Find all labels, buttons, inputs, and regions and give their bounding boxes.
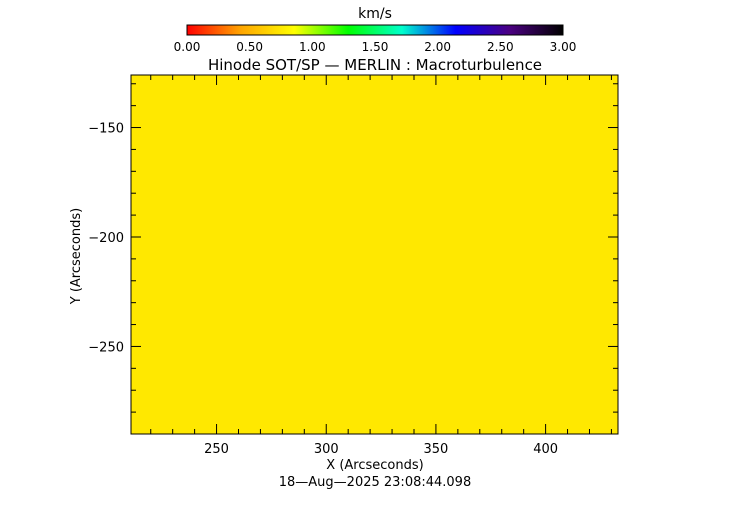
timestamp: 18—Aug—2025 23:08:44.098 [279, 475, 471, 490]
axis-ticks: 250 300 350 400 −150 −200 −250 [88, 75, 618, 457]
colorbar-unit-label: km/s [358, 6, 392, 22]
x-tick-label: 300 [314, 442, 339, 457]
y-tick-label: −150 [88, 122, 124, 137]
y-tick-label: −250 [88, 340, 124, 355]
x-tick-label: 400 [533, 442, 558, 457]
heatmap-field [131, 75, 618, 434]
colorbar-tick-label: 2.00 [424, 40, 451, 54]
colorbar-tick-label: 1.00 [299, 40, 326, 54]
y-axis-label: Y (Arcseconds) [69, 208, 84, 305]
colorbar-tick-label: 0.00 [174, 40, 201, 54]
colorbar-ticks: 0.00 0.50 1.00 1.50 2.00 2.50 3.00 [174, 40, 577, 54]
y-tick-label: −200 [88, 231, 124, 246]
x-axis-label: X (Arcseconds) [326, 458, 423, 473]
plot-frame [130, 74, 619, 435]
x-tick-label: 250 [204, 442, 229, 457]
colorbar-tick-label: 2.50 [487, 40, 514, 54]
chart-title: Hinode SOT/SP — MERLIN : Macroturbulence [208, 56, 542, 74]
colorbar-tick-label: 0.50 [236, 40, 263, 54]
x-tick-label: 350 [424, 442, 449, 457]
colorbar-tick-label: 1.50 [362, 40, 389, 54]
colorbar-tick-label: 3.00 [550, 40, 577, 54]
colorbar [186, 24, 564, 36]
